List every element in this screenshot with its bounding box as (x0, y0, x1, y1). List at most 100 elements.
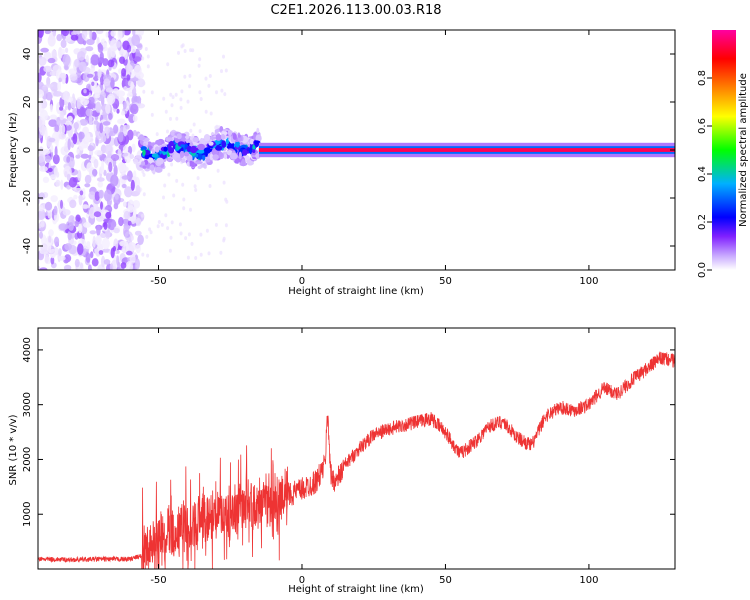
heatmap-cell (141, 169, 145, 174)
heatmap-cell (220, 69, 223, 74)
heatmap-cell (129, 154, 135, 159)
heatmap-cell (134, 230, 142, 236)
heatmap-cell (187, 232, 191, 237)
heatmap-cell (56, 116, 61, 127)
heatmap-cell (87, 145, 95, 152)
heatmap-cell (95, 101, 102, 113)
heatmap-cell (45, 91, 53, 101)
heatmap-cell (52, 30, 57, 37)
heatmap-cell (54, 124, 60, 133)
heatmap-cell (132, 115, 138, 122)
heatmap-cell (109, 263, 114, 270)
heatmap-cell (70, 34, 79, 41)
heatmap-cell (103, 259, 111, 265)
heatmap-cell (162, 96, 166, 101)
colorbar-tick-label: 0.0 (697, 262, 708, 278)
heatmap-cell (103, 189, 112, 202)
heatmap-cell (219, 126, 224, 133)
heatmap-cell (58, 223, 68, 231)
heatmap-cell (67, 230, 72, 241)
y-tick-label: 20 (22, 96, 33, 109)
heatmap-cell (123, 210, 131, 220)
snr-x-label: Height of straight line (km) (288, 584, 424, 595)
heatmap-cell (105, 31, 109, 38)
heatmap-cell (81, 225, 88, 235)
heatmap-cell (135, 217, 142, 227)
heatmap-cell (88, 191, 96, 200)
heatmap-cell (198, 129, 202, 134)
heatmap-cell (84, 174, 92, 184)
heatmap-cell (122, 152, 129, 157)
heatmap-cell (77, 169, 82, 182)
heatmap-cell (87, 102, 96, 109)
heatmap-cell (125, 124, 130, 130)
heatmap-cell (85, 108, 93, 117)
heatmap-cell (192, 122, 196, 127)
heatmap-cell (144, 154, 150, 160)
heatmap-cell (185, 135, 190, 139)
heatmap-cell (81, 30, 88, 40)
colorbar-tick-label: 0.8 (697, 70, 708, 86)
heatmap-cell (40, 220, 45, 228)
heatmap-cell (168, 248, 172, 253)
heatmap-cell (72, 93, 75, 104)
heatmap-cell (44, 30, 51, 35)
heatmap-cell (203, 134, 211, 142)
heatmap-cell (49, 174, 57, 180)
heatmap-cell (93, 120, 99, 125)
heatmap-cell (96, 30, 104, 35)
heatmap-cell (88, 264, 92, 270)
heatmap-cell (130, 81, 135, 90)
heatmap-cell (64, 258, 69, 264)
heatmap-cell (38, 204, 44, 212)
heatmap-cell (180, 144, 185, 148)
heatmap-cell (142, 165, 147, 169)
heatmap-cell (129, 215, 137, 224)
snr-series-line (38, 351, 675, 569)
heatmap-cell (113, 124, 119, 134)
heatmap-cell (86, 132, 91, 139)
heatmap-cell (76, 149, 80, 154)
heatmap-cell (160, 163, 165, 168)
heatmap-cell (38, 30, 44, 38)
heatmap-cell (115, 41, 121, 48)
heatmap-cell (122, 145, 129, 153)
heatmap-cell (89, 230, 97, 235)
heatmap-cell (67, 138, 71, 151)
heatmap-cell (38, 56, 47, 66)
heatmap-cell (164, 109, 168, 114)
heatmap-cell (212, 154, 219, 161)
heatmap-cell (197, 150, 205, 154)
heatmap-cell (64, 105, 68, 111)
heatmap-cell (64, 243, 72, 251)
heatmap-cell (189, 160, 193, 165)
heatmap-cell (154, 146, 160, 153)
heatmap-cell (215, 90, 218, 95)
heatmap-cell (66, 185, 71, 190)
heatmap-cell (241, 158, 246, 167)
heatmap-cell (62, 54, 71, 66)
heatmap-cell (124, 166, 129, 172)
y-tick-label: 0 (22, 147, 33, 153)
heatmap-cell (209, 153, 214, 160)
heatmap-cell (79, 118, 89, 126)
heatmap-cell (77, 52, 82, 58)
heatmap-cell (119, 240, 129, 247)
heatmap-cell (256, 127, 260, 134)
heatmap-cell (170, 220, 174, 225)
heatmap-cell (118, 216, 124, 227)
heatmap-cell (80, 262, 84, 269)
heatmap-cell (50, 144, 54, 153)
heatmap-cell (48, 119, 58, 127)
x-tick-label: 50 (439, 575, 452, 586)
heatmap-cell (209, 111, 213, 116)
colorbar-label: Normalized spectral amplitude (738, 73, 749, 227)
heatmap-cell (48, 229, 54, 237)
heatmap-cell (61, 92, 68, 100)
heatmap-cell (135, 243, 141, 254)
heatmap-cell (63, 264, 72, 270)
heatmap-cell (44, 254, 49, 264)
heatmap-cell (179, 231, 183, 236)
heatmap-cell (169, 235, 173, 240)
heatmap-cell (179, 97, 183, 102)
